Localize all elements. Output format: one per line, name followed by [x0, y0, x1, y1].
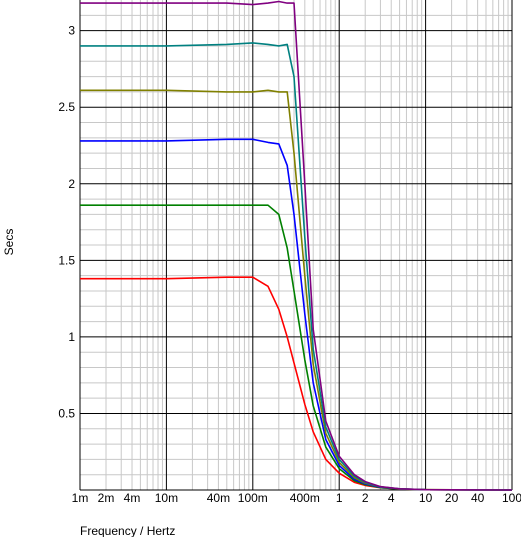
- x-tick-label: 10m: [155, 491, 178, 505]
- y-tick-labels: 0.5 1 1.5 2 2.5 3: [58, 24, 75, 421]
- x-tick-label: 100m: [238, 491, 268, 505]
- y-tick-label: 2: [68, 177, 75, 191]
- x-tick-label: 400m: [290, 491, 320, 505]
- series-line-6: [80, 0, 513, 491]
- x-tick-label: 2: [362, 491, 369, 505]
- grid-major: [79, 0, 513, 491]
- x-tick-label: 4: [388, 491, 395, 505]
- x-tick-label: 100: [502, 491, 521, 505]
- y-tick-label: 0.5: [58, 406, 75, 420]
- x-tick-label: 20: [445, 491, 459, 505]
- x-tick-label: 40: [471, 491, 485, 505]
- x-tick-labels: 1m 2m 4m 10m 40m 100m 400m 1 2 4 10 20 40 100: [72, 491, 521, 505]
- y-tick-label: 2.5: [58, 100, 75, 114]
- x-tick-label: 1: [336, 491, 343, 505]
- y-tick-label: 1.5: [58, 253, 75, 267]
- x-tick-label: 4m: [124, 491, 141, 505]
- x-tick-label: 40m: [207, 491, 230, 505]
- y-tick-label: 3: [68, 24, 75, 38]
- x-tick-label: 1m: [72, 491, 89, 505]
- x-tick-label: 10: [419, 491, 433, 505]
- y-axis-label: Secs: [2, 229, 16, 256]
- series-layer: [80, 0, 513, 491]
- x-axis-label: Frequency / Hertz: [80, 524, 175, 537]
- y-tick-label: 1: [68, 330, 75, 344]
- x-tick-label: 2m: [98, 491, 115, 505]
